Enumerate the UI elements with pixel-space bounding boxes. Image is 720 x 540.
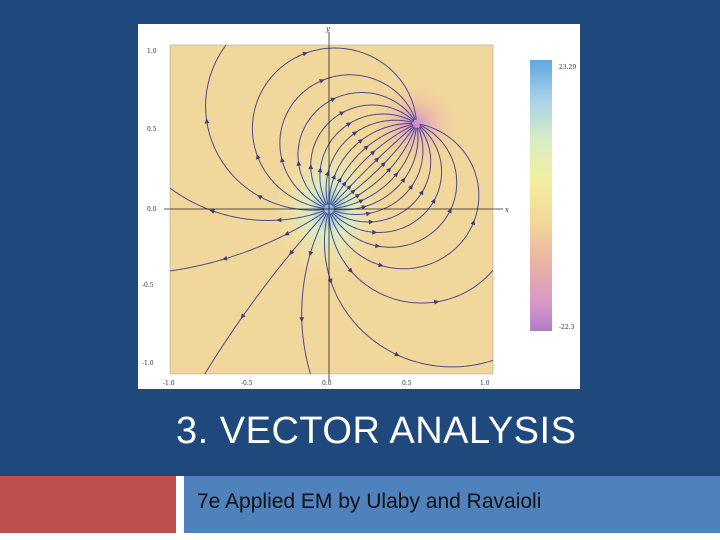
- band-separator: [176, 476, 184, 540]
- colorbar-max-label: 23.29: [559, 64, 576, 71]
- streamline-arrow: [354, 193, 361, 199]
- streamline: [325, 119, 413, 205]
- slide-title: 3. VECTOR ANALYSIS: [176, 410, 577, 452]
- streamline-arrow: [350, 189, 356, 195]
- streamline: [329, 123, 413, 205]
- streamline-arrow: [346, 184, 352, 191]
- y-axis-label: y: [325, 25, 331, 33]
- streamline-arrow: [330, 97, 336, 103]
- streamline: [333, 127, 417, 209]
- streamline: [329, 123, 480, 270]
- streamline: [279, 74, 416, 208]
- y-tick-label: 1.0: [147, 48, 157, 55]
- x-tick-label: -0.5: [241, 380, 253, 387]
- streamline-arrow: [470, 219, 475, 226]
- streamline: [324, 213, 493, 368]
- streamline-arrow: [308, 250, 314, 257]
- streamline: [330, 124, 414, 206]
- streamline-arrow: [365, 211, 372, 217]
- streamline: [170, 211, 326, 272]
- streamline-arrow: [363, 145, 369, 151]
- colorbar-min-label: -22.3: [559, 324, 575, 331]
- streamline: [328, 123, 413, 205]
- streamline: [331, 126, 414, 206]
- streamline: [332, 126, 432, 223]
- streamline: [204, 212, 327, 374]
- streamline: [330, 124, 458, 248]
- streamline-arrow: [319, 79, 325, 84]
- streamline: [328, 213, 493, 304]
- streamline-arrow: [345, 122, 352, 128]
- streamline-arrow: [430, 198, 436, 204]
- streamline-arrow: [341, 181, 347, 187]
- streamline-arrow: [380, 161, 386, 168]
- streamline-arrow: [433, 299, 440, 305]
- accent-band-blue: [184, 476, 720, 533]
- streamline: [319, 113, 414, 206]
- streamlines: [170, 45, 493, 374]
- streamline-arrow: [317, 167, 323, 173]
- streamline-arrow: [331, 174, 336, 180]
- streamline-arrow: [299, 317, 305, 323]
- streamline-arrow: [394, 351, 400, 357]
- streamline-arrow: [408, 184, 413, 190]
- streamline: [301, 212, 328, 374]
- streamline-arrow: [378, 262, 384, 268]
- streamline: [331, 126, 443, 233]
- streamline-arrow: [336, 177, 342, 183]
- streamline-arrow: [256, 154, 261, 160]
- streamline-arrow: [296, 160, 302, 166]
- streamline: [333, 127, 416, 208]
- streamline-arrow: [393, 172, 399, 178]
- x-axis-label: x: [505, 206, 509, 214]
- accent-band-red: [0, 476, 176, 533]
- streamline-arrow: [276, 217, 282, 223]
- streamline-arrow: [372, 229, 378, 235]
- x-tick-label: 0.5: [402, 380, 412, 387]
- vector-field-plot: y x 1.0 0.5 0.0 -0.5 -1.0 -1.0 -0.5 0.0 …: [142, 25, 576, 387]
- streamline-arrow: [204, 118, 210, 124]
- streamline-arrow: [358, 199, 364, 204]
- streamline-arrow: [374, 243, 381, 249]
- streamline-arrow: [400, 177, 406, 183]
- streamline-arrow: [257, 195, 263, 200]
- streamline-arrow: [418, 189, 424, 196]
- y-tick-label: 0.0: [147, 206, 157, 213]
- streamline-arrow: [374, 157, 380, 163]
- streamline-arrow: [280, 157, 285, 163]
- streamline-arrow: [368, 219, 374, 225]
- vector-field-figure: y x 1.0 0.5 0.0 -0.5 -1.0 -1.0 -0.5 0.0 …: [138, 24, 580, 389]
- streamline-arrow: [324, 170, 330, 177]
- streamline: [297, 92, 415, 207]
- colorbar: [530, 60, 552, 331]
- streamline: [205, 45, 325, 211]
- streamline: [332, 126, 415, 207]
- streamline-arrow: [347, 267, 353, 273]
- streamline-arrow: [339, 111, 345, 116]
- y-tick-label: 0.5: [147, 126, 157, 133]
- x-tick-label: 0.0: [322, 380, 332, 387]
- streamline-arrow: [289, 249, 295, 256]
- streamline-arrow: [386, 167, 392, 173]
- streamline-arrow: [357, 139, 364, 144]
- streamline: [333, 127, 424, 215]
- streamline-arrow: [308, 164, 314, 170]
- streamline: [251, 47, 417, 209]
- slide-subtitle: 7e Applied EM by Ulaby and Ravaioli: [197, 490, 542, 513]
- y-tick-label: -1.0: [142, 360, 154, 367]
- negative-sink-glow: [370, 84, 460, 164]
- streamline-arrow: [302, 51, 308, 57]
- y-tick-label: -0.5: [142, 282, 154, 289]
- streamline-arrow: [352, 131, 358, 137]
- streamline-arrow: [240, 313, 246, 319]
- streamline-arrow: [284, 231, 290, 236]
- x-tick-label: -1.0: [163, 380, 175, 387]
- plot-frame: [169, 44, 494, 375]
- streamline-arrow: [209, 209, 215, 214]
- x-tick-label: 1.0: [480, 380, 490, 387]
- bottom-strip: [0, 533, 720, 540]
- streamline-arrow: [369, 150, 376, 156]
- streamline-arrow: [222, 255, 228, 261]
